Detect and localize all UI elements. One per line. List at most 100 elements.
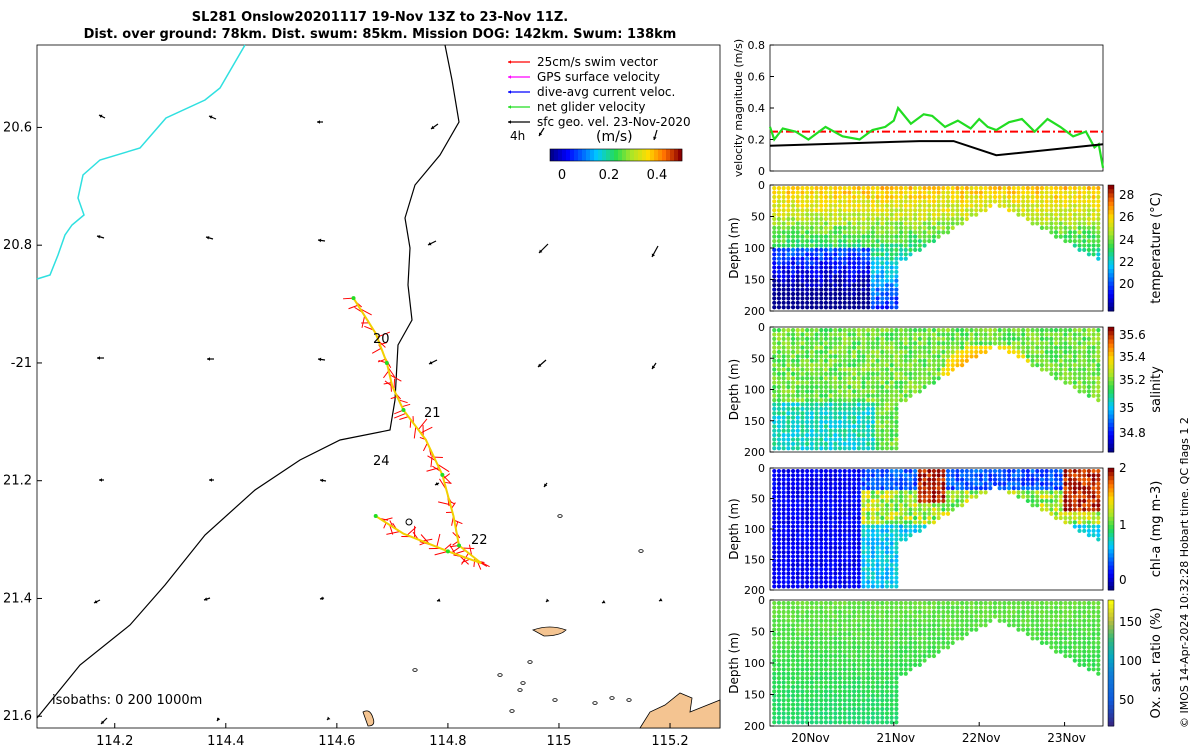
colorbar-cell bbox=[1108, 414, 1114, 420]
map-y-tick-label: -21 bbox=[11, 356, 32, 371]
map-colorbar-cell bbox=[654, 149, 659, 161]
depth-tick-label: 150 bbox=[744, 415, 765, 428]
geostrophic-arrow bbox=[99, 478, 104, 482]
reef-outline bbox=[412, 668, 418, 672]
profile-axes-box bbox=[769, 467, 1104, 591]
colorbar-tick-label: 35.6 bbox=[1119, 328, 1146, 342]
swim-vector bbox=[417, 418, 428, 430]
isobath-note: isobaths: 0 200 1000m bbox=[52, 693, 202, 708]
map-colorbar-cell bbox=[670, 149, 675, 161]
colorbar-tick-label: 150 bbox=[1119, 615, 1142, 629]
colorbar-cell bbox=[1108, 331, 1114, 336]
colorbar-cell bbox=[1108, 269, 1114, 274]
geostrophic-arrow bbox=[203, 597, 211, 601]
geostrophic-arrow bbox=[601, 600, 606, 604]
map-colorbar-cell bbox=[602, 149, 607, 161]
geostrophic-arrow bbox=[319, 596, 325, 601]
swim-vector bbox=[377, 358, 386, 363]
colorbar-cell bbox=[1108, 663, 1114, 668]
colorbar-cell bbox=[1108, 549, 1114, 554]
depth-tick-label: 100 bbox=[744, 523, 765, 536]
colorbar-cell bbox=[1108, 600, 1114, 605]
colorbar-cell bbox=[1108, 667, 1114, 672]
legend-arrow bbox=[508, 105, 530, 109]
track-point bbox=[384, 360, 389, 365]
colorbar-cell bbox=[1108, 621, 1114, 626]
colorbar-cell bbox=[1108, 364, 1114, 370]
colorbar-cell bbox=[1108, 406, 1114, 411]
depth-tick-label: 50 bbox=[751, 493, 765, 506]
map-colorbar-cell bbox=[574, 149, 579, 161]
map-y-tick-label: 21.2 bbox=[3, 474, 32, 489]
depth-tick-label: 50 bbox=[751, 626, 765, 639]
colorbar-cell bbox=[1108, 227, 1114, 232]
swim-vector bbox=[383, 370, 390, 379]
map-x-tick-label: 114.2 bbox=[96, 734, 133, 749]
swim-vector bbox=[406, 526, 417, 536]
depth-axis-label: Depth (m) bbox=[727, 359, 741, 420]
swim-vector bbox=[422, 442, 428, 452]
colorbar-cell bbox=[1108, 688, 1114, 693]
swim-vector bbox=[480, 562, 488, 567]
swim-vector bbox=[371, 347, 382, 354]
colorbar-cell bbox=[1108, 500, 1114, 506]
colorbar-cell bbox=[1108, 431, 1114, 436]
legend-arrow bbox=[508, 120, 530, 124]
colorbar-cell bbox=[1108, 252, 1114, 257]
legend-label: GPS surface velocity bbox=[537, 70, 660, 84]
depth-tick-label: 100 bbox=[744, 657, 765, 670]
depth-axis-label: Depth (m) bbox=[727, 217, 741, 278]
colorbar-tick-label: 28 bbox=[1119, 188, 1134, 202]
swim-vector bbox=[401, 403, 411, 408]
geostrophic-arrow bbox=[658, 598, 663, 602]
colorbar-cell bbox=[1108, 700, 1114, 706]
geostrophic-arrow bbox=[538, 243, 549, 254]
geostrophic-arrow bbox=[651, 245, 659, 258]
colorbar-tick-label: 35 bbox=[1119, 401, 1134, 415]
glider-track bbox=[343, 296, 490, 570]
colorbar-cell bbox=[1108, 642, 1114, 647]
geostrophic-arrow bbox=[93, 599, 101, 604]
colorbar-cell bbox=[1108, 671, 1114, 677]
colorbar-cell bbox=[1108, 496, 1114, 502]
colorbar-cell bbox=[1108, 468, 1114, 473]
legend-arrow bbox=[508, 60, 530, 64]
geostrophic-arrow bbox=[216, 717, 221, 722]
reef-outline bbox=[638, 549, 644, 553]
swim-vector bbox=[382, 517, 393, 521]
map-colorbar-tick: 0.2 bbox=[599, 168, 620, 183]
colorbar-cell bbox=[1108, 290, 1114, 295]
colorbar-cell bbox=[1108, 372, 1114, 378]
swim-vector bbox=[468, 544, 473, 556]
colorbar-cell bbox=[1108, 402, 1114, 407]
reef-outline bbox=[520, 681, 526, 685]
colorbar-cell bbox=[1108, 565, 1114, 571]
track-point bbox=[445, 549, 450, 554]
colorbar-cell bbox=[1108, 210, 1114, 215]
colorbar-cell bbox=[1108, 335, 1114, 340]
depth-tick-label: 50 bbox=[751, 211, 765, 224]
swim-vector bbox=[383, 522, 387, 529]
colorbar-label: Ox. sat. ratio (%) bbox=[1149, 608, 1164, 719]
colorbar-frame bbox=[1107, 326, 1115, 453]
legend-label: dive-avg current veloc. bbox=[537, 85, 675, 99]
map-x-tick-label: 115.2 bbox=[651, 734, 688, 749]
profile-scatter-dots bbox=[772, 328, 1101, 451]
coastline bbox=[36, 44, 246, 280]
profile-scatter-dots bbox=[772, 468, 1101, 589]
map-colorbar-cell bbox=[634, 149, 639, 161]
velocity-y-tick-label: 0.6 bbox=[748, 71, 766, 84]
map-x-tick-label: 114.8 bbox=[429, 734, 466, 749]
map-y-tick-label: 20.8 bbox=[3, 238, 32, 253]
time-tick-label: 21Nov bbox=[876, 731, 915, 745]
legend-arrow bbox=[508, 90, 530, 94]
colorbar-cell bbox=[1108, 298, 1114, 304]
colorbar-cell bbox=[1108, 185, 1114, 190]
colorbar-cell bbox=[1108, 557, 1114, 563]
geostrophic-arrow bbox=[537, 359, 547, 368]
credit-text: © IMOS 14-Apr-2024 10:32:28 Hobart time.… bbox=[1178, 417, 1191, 728]
map-colorbar-cell bbox=[658, 149, 663, 161]
colorbar-cell bbox=[1108, 385, 1114, 390]
colorbar-cell bbox=[1108, 397, 1114, 403]
colorbar-cell bbox=[1108, 545, 1114, 550]
